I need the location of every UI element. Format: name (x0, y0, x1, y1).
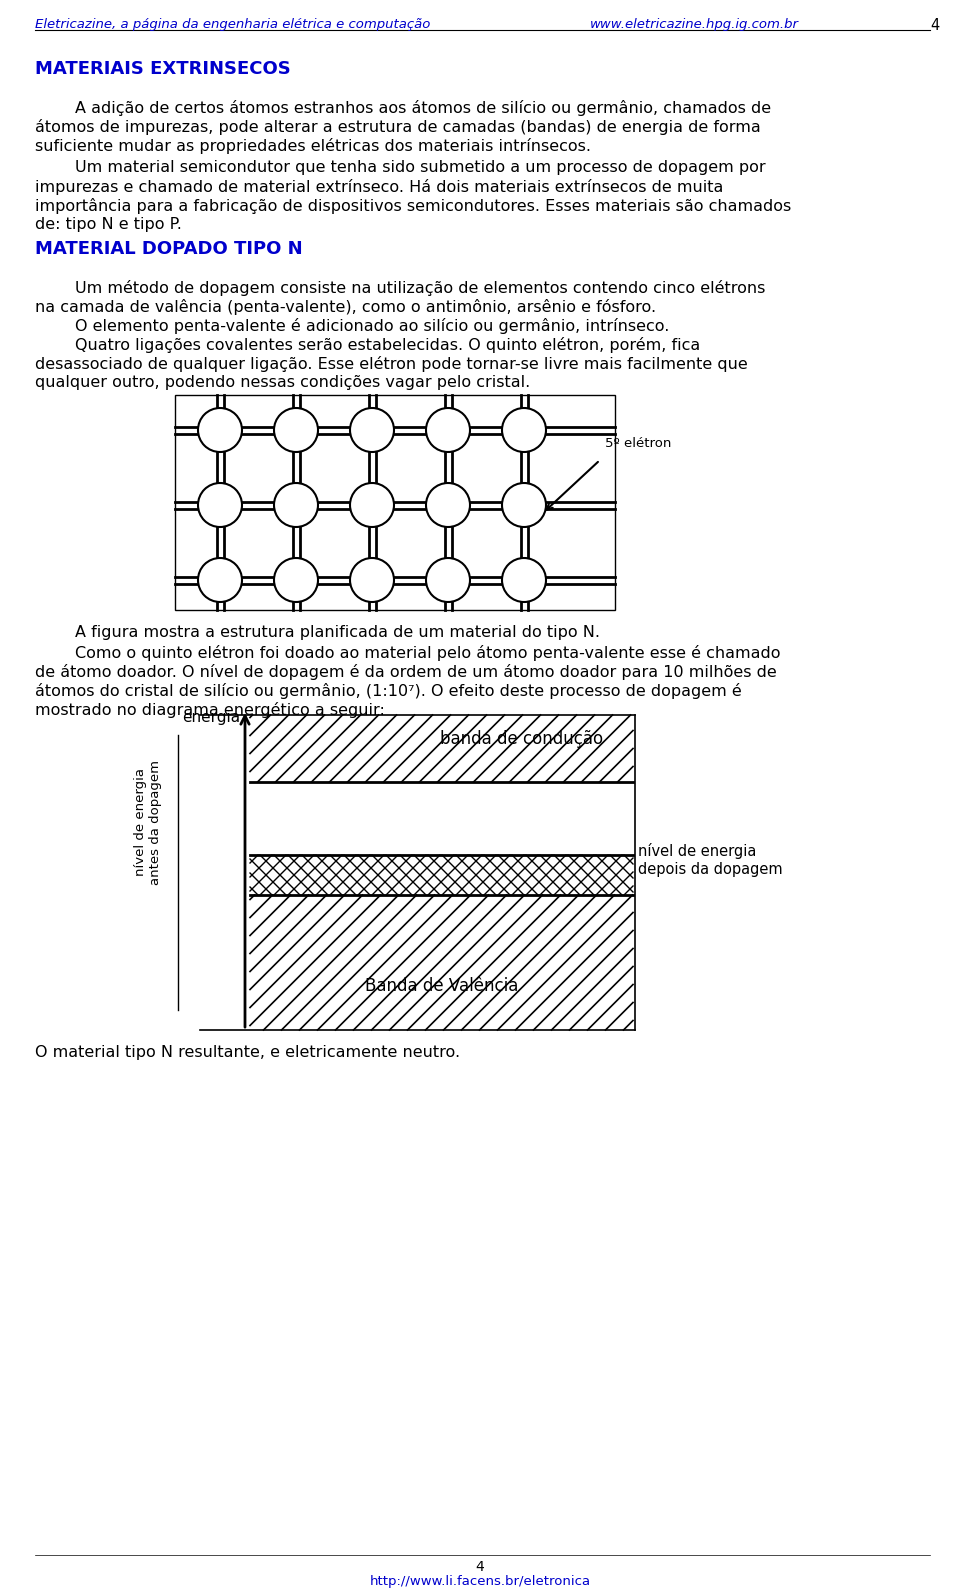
Text: importância para a fabricação de dispositivos semicondutores. Esses materiais sã: importância para a fabricação de disposi… (35, 199, 791, 215)
Text: Si: Si (443, 574, 454, 587)
Text: Quatro ligações covalentes serão estabelecidas. O quinto elétron, porém, fica: Quatro ligações covalentes serão estabel… (75, 337, 700, 353)
Text: Eletricazine, a página da engenharia elétrica e computação: Eletricazine, a página da engenharia elé… (35, 17, 430, 30)
Text: mostrado no diagrama energético a seguir:: mostrado no diagrama energético a seguir… (35, 703, 385, 719)
Text: Como o quinto elétron foi doado ao material pelo átomo penta-valente esse é cham: Como o quinto elétron foi doado ao mater… (75, 646, 780, 661)
Text: http://www.li.facens.br/eletronica: http://www.li.facens.br/eletronica (370, 1576, 590, 1588)
Text: energia: energia (181, 711, 240, 725)
Text: impurezas e chamado de material extrínseco. Há dois materiais extrínsecos de mui: impurezas e chamado de material extrínse… (35, 180, 724, 196)
Text: nível de energia
antes da dopagem: nível de energia antes da dopagem (134, 760, 162, 886)
Text: banda de condução: banda de condução (440, 730, 603, 747)
Text: átomos do cristal de silício ou germânio, (1:10⁷). O efeito deste processo de do: átomos do cristal de silício ou germânio… (35, 684, 742, 700)
Text: Si: Si (214, 423, 226, 437)
Text: 4: 4 (931, 17, 940, 33)
Text: qualquer outro, podendo nessas condições vagar pelo cristal.: qualquer outro, podendo nessas condições… (35, 375, 530, 390)
Circle shape (198, 558, 242, 603)
Text: suficiente mudar as propriedades elétricas dos materiais intrínsecos.: suficiente mudar as propriedades elétric… (35, 138, 591, 154)
Text: Si: Si (290, 423, 301, 437)
Text: As: As (516, 499, 532, 512)
Text: 4: 4 (475, 1560, 485, 1574)
Circle shape (274, 558, 318, 603)
Text: Um material semicondutor que tenha sido submetido a um processo de dopagem por: Um material semicondutor que tenha sido … (75, 161, 766, 175)
Circle shape (274, 409, 318, 452)
Text: de átomo doador. O nível de dopagem é da ordem de um átomo doador para 10 milhõe: de átomo doador. O nível de dopagem é da… (35, 665, 777, 681)
Bar (175, 394, 615, 611)
Text: Si: Si (443, 423, 454, 437)
Circle shape (502, 409, 546, 452)
Text: Si: Si (214, 499, 226, 512)
Circle shape (502, 483, 546, 526)
Text: A adição de certos átomos estranhos aos átomos de silício ou germânio, chamados : A adição de certos átomos estranhos aos … (75, 100, 771, 116)
Text: Si: Si (214, 574, 226, 587)
Circle shape (502, 558, 546, 603)
Circle shape (426, 558, 470, 603)
Text: Si: Si (367, 574, 377, 587)
Text: O elemento penta-valente é adicionado ao silício ou germânio, intrínseco.: O elemento penta-valente é adicionado ao… (75, 318, 669, 334)
Circle shape (350, 409, 394, 452)
Text: Si: Si (290, 499, 301, 512)
Text: de: tipo N e tipo P.: de: tipo N e tipo P. (35, 216, 181, 232)
Circle shape (426, 409, 470, 452)
Circle shape (350, 558, 394, 603)
Text: Si: Si (367, 423, 377, 437)
Circle shape (350, 483, 394, 526)
Text: nível de energia
depois da dopagem: nível de energia depois da dopagem (638, 843, 782, 876)
Text: Si: Si (367, 499, 377, 512)
Circle shape (426, 483, 470, 526)
Text: Um método de dopagem consiste na utilização de elementos contendo cinco elétrons: Um método de dopagem consiste na utiliza… (75, 280, 765, 296)
Text: Si: Si (518, 574, 530, 587)
Text: O material tipo N resultante, e eletricamente neutro.: O material tipo N resultante, e eletrica… (35, 1045, 460, 1061)
Circle shape (198, 483, 242, 526)
Circle shape (274, 483, 318, 526)
Text: Banda de Valência: Banda de Valência (365, 976, 518, 995)
Text: Si: Si (518, 423, 530, 437)
Text: 5º elétron: 5º elétron (605, 437, 671, 450)
Text: desassociado de qualquer ligação. Esse elétron pode tornar-se livre mais facilme: desassociado de qualquer ligação. Esse e… (35, 356, 748, 372)
Text: MATERIAIS EXTRINSECOS: MATERIAIS EXTRINSECOS (35, 60, 291, 78)
Text: www.eletricazine.hpg.ig.com.br: www.eletricazine.hpg.ig.com.br (590, 17, 799, 30)
Text: A figura mostra a estrutura planificada de um material do tipo N.: A figura mostra a estrutura planificada … (75, 625, 600, 641)
Text: Si: Si (443, 499, 454, 512)
Circle shape (198, 409, 242, 452)
Text: na camada de valência (penta-valente), como o antimônio, arsênio e fósforo.: na camada de valência (penta-valente), c… (35, 299, 656, 315)
Text: As: As (289, 574, 303, 587)
Text: átomos de impurezas, pode alterar a estrutura de camadas (bandas) de energia de : átomos de impurezas, pode alterar a estr… (35, 119, 760, 135)
Text: MATERIAL DOPADO TIPO N: MATERIAL DOPADO TIPO N (35, 240, 302, 258)
